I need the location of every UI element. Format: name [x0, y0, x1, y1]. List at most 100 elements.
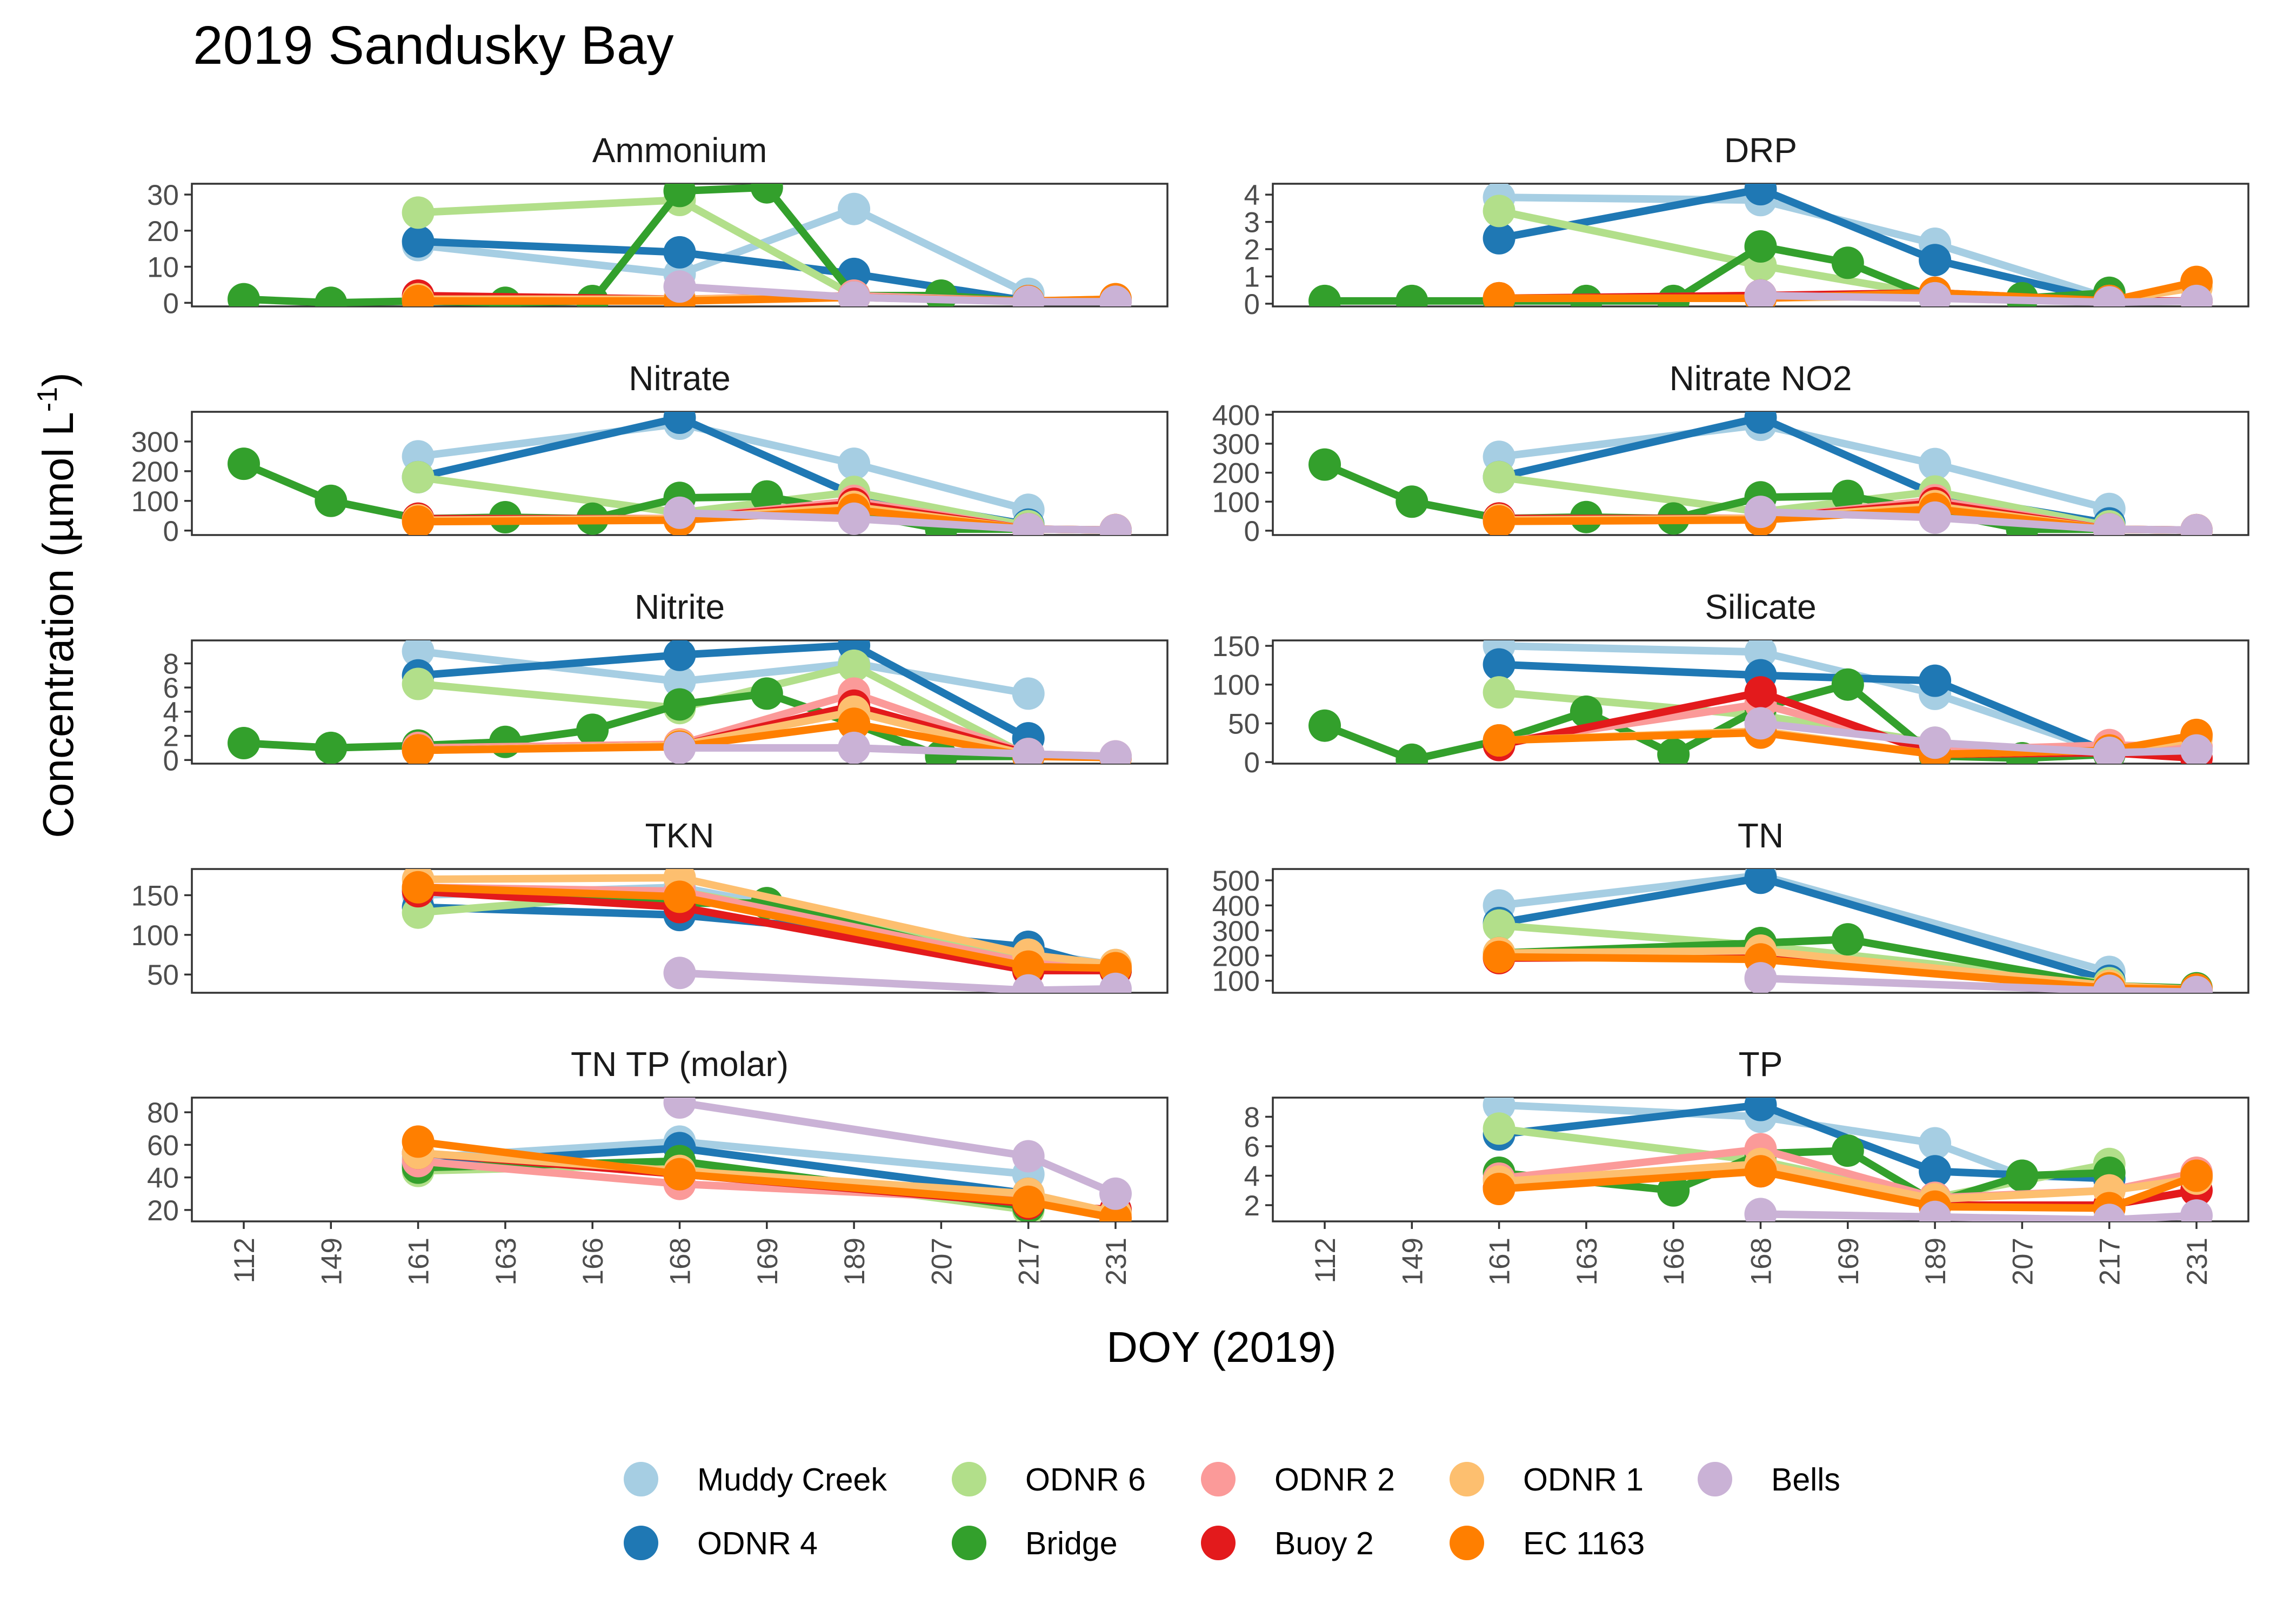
legend-item-bridge: Bridge — [952, 1526, 1118, 1561]
data-point — [663, 731, 696, 764]
data-point — [402, 285, 435, 306]
y-tick-label: 20 — [147, 1195, 179, 1227]
y-tick-label: 60 — [147, 1130, 179, 1161]
x-tick-label: 168 — [1746, 1238, 1778, 1285]
data-point — [402, 196, 435, 229]
data-point — [1483, 282, 1515, 306]
panel-title-nitrate: Nitrate — [629, 359, 731, 398]
data-point — [2180, 513, 2213, 535]
data-layer-tp — [1483, 1098, 2213, 1221]
y-tick-label: 100 — [131, 920, 179, 952]
data-point — [1744, 1098, 1777, 1121]
svg-text:Concentration (µmol L-1): Concentration (µmol L-1) — [32, 372, 82, 838]
legend-label: ODNR 4 — [697, 1526, 818, 1561]
y-tick-label: 300 — [1212, 915, 1260, 947]
series-bells-ammonium — [663, 270, 1132, 306]
data-point — [1831, 1134, 1864, 1167]
y-tick-label: 0 — [163, 288, 179, 319]
data-point — [1919, 282, 1952, 306]
series-line — [679, 283, 1116, 306]
data-point — [1012, 1140, 1045, 1173]
legend-key — [624, 1526, 658, 1560]
data-point — [1744, 1198, 1777, 1221]
data-point — [2180, 1199, 2213, 1221]
y-tick-label: 200 — [1212, 458, 1260, 490]
series-line — [1760, 291, 2197, 306]
data-point — [663, 688, 696, 721]
panel-ammonium: Ammonium 0 10 20 30 — [147, 131, 1169, 319]
data-point — [1570, 695, 1603, 728]
data-point — [1744, 869, 1777, 894]
data-point — [1744, 412, 1777, 434]
data-point — [402, 667, 435, 700]
y-tick-label: 50 — [1228, 708, 1260, 740]
data-point — [1744, 707, 1777, 740]
data-point — [838, 649, 871, 682]
panel-silicate: Silicate 0 50 100 150 — [1212, 587, 2249, 779]
data-point — [2093, 1204, 2126, 1221]
legend-label: ODNR 1 — [1523, 1462, 1644, 1498]
series-bells-nitrate-no2 — [1744, 496, 2213, 535]
series-line — [1760, 508, 2197, 534]
data-point — [1099, 1177, 1132, 1210]
x-tick-label: 112 — [1310, 1238, 1341, 1284]
data-point — [663, 957, 696, 990]
panel-title-tn: TN — [1738, 816, 1784, 855]
data-point — [663, 412, 696, 434]
data-point — [402, 640, 435, 668]
data-point — [1657, 1174, 1690, 1207]
data-point — [1919, 447, 1952, 480]
data-point — [1744, 230, 1777, 263]
data-point — [1483, 940, 1515, 973]
x-tick-label: 161 — [1484, 1238, 1516, 1285]
panel-title-tkn: TKN — [645, 816, 715, 855]
data-point — [1919, 244, 1952, 277]
y-tick-label: 100 — [1212, 966, 1260, 998]
x-tick-label: 217 — [1013, 1238, 1045, 1285]
panel-title-drp: DRP — [1724, 131, 1797, 170]
panel-tkn: TKN 50 100 150 — [131, 816, 1169, 994]
y-tick-label: 10 — [147, 252, 179, 284]
data-point — [1919, 1127, 1952, 1160]
legend-key — [1450, 1462, 1484, 1496]
data-point — [1919, 726, 1952, 759]
data-point — [1012, 974, 1045, 993]
data-point — [1012, 950, 1045, 983]
data-point — [2093, 974, 2126, 993]
data-point — [1308, 709, 1341, 742]
legend-key — [1201, 1526, 1236, 1560]
series-bells-tp — [1744, 1198, 2213, 1221]
data-layer-silicate — [1308, 640, 2213, 764]
data-point — [1012, 513, 1045, 535]
data-point — [750, 677, 783, 710]
data-point — [1396, 743, 1428, 764]
data-point — [576, 713, 609, 746]
series-line — [1498, 185, 2111, 305]
data-point — [750, 480, 783, 513]
x-tick-label: 169 — [752, 1238, 784, 1285]
y-tick-label: 200 — [131, 456, 179, 488]
legend-item-ec-1163: EC 1163 — [1450, 1526, 1645, 1561]
y-axis-title: Concentration (µmol L-1) — [32, 372, 82, 838]
y-axis-title-superscript: -1 — [32, 387, 63, 412]
data-point — [1396, 485, 1428, 518]
y-tick-label: 100 — [1212, 486, 1260, 518]
series-line — [418, 874, 1116, 969]
legend-label: ODNR 6 — [1025, 1462, 1146, 1498]
x-tick-label: 166 — [577, 1238, 609, 1285]
data-point — [1831, 923, 1864, 956]
data-point — [663, 1158, 696, 1191]
data-point — [663, 270, 696, 303]
data-point — [489, 725, 522, 758]
y-tick-label: 150 — [131, 880, 179, 912]
data-point — [1012, 738, 1045, 764]
data-point — [1012, 1185, 1045, 1218]
data-layer-nitrate-no2 — [1308, 412, 2213, 535]
data-layer-tkn — [402, 869, 1132, 993]
